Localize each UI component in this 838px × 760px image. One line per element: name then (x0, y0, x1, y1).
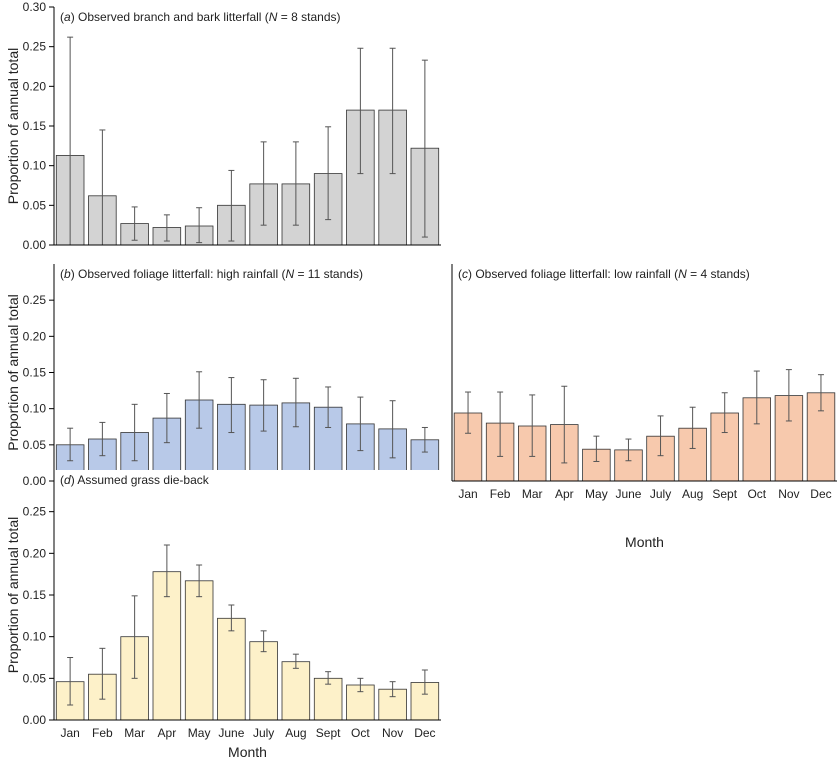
panel-letter: b (64, 267, 71, 281)
panel-letter: a (64, 10, 71, 24)
bar-d-aug (281, 661, 311, 721)
ytick-label-d: 0.15 (23, 588, 47, 602)
xtick-label-c: Feb (490, 487, 511, 501)
panel-title-c: (c) Observed foliage litterfall: low rai… (458, 267, 750, 281)
ytick-label-b: 0.25 (23, 293, 47, 307)
xtick-label-c: May (585, 487, 608, 501)
ytick-label-d: 0.25 (23, 505, 47, 519)
plot-area (54, 7, 441, 245)
y-axis-title-b: Proportion of annual total (5, 294, 21, 450)
xtick-label-c: June (615, 487, 641, 501)
bar-d-june (217, 617, 246, 721)
ytick-label-b: 0.10 (23, 402, 47, 416)
panel-a: 0.00 0.05 0.10 0.15 0.20 0.25 0.30 Proportion o… (5, 0, 441, 252)
panel-letter: c (462, 267, 468, 281)
ytick-label-d: 0.20 (23, 546, 47, 560)
panel-d: Jan Feb Mar Apr May June July Aug Sept Oct Nov Dec 0… (5, 470, 441, 760)
panel-label-paren-close: ) Observed foliage litterfall: high rain… (71, 267, 286, 281)
panel-label-paren-open: ( (60, 10, 64, 24)
ytick-label-a: 0.05 (23, 198, 47, 212)
xtick-label-d: Dec (414, 726, 435, 740)
panel-n-symbol: N (678, 267, 687, 281)
ytick-label-b: 0.15 (23, 366, 47, 380)
panel-title-tail: = 4 stands) (687, 267, 750, 281)
xtick-label-d: June (218, 726, 244, 740)
xtick-label-c: Mar (522, 487, 543, 501)
xtick-label-d: Mar (124, 726, 145, 740)
panel-label-paren-open: ( (60, 473, 64, 487)
xtick-label-d: July (253, 726, 274, 740)
ytick-label-b: 0.20 (23, 329, 47, 343)
ytick-label-a: 0.25 (23, 40, 47, 54)
xtick-label-d: May (188, 726, 211, 740)
xtick-label-d: Sept (316, 726, 341, 740)
xtick-label-d: Nov (382, 726, 403, 740)
plot-area (54, 264, 441, 481)
bar-d-oct (346, 684, 375, 721)
xtick-label-c: Apr (555, 487, 574, 501)
panel-title-tail: = 11 stands) (294, 267, 363, 281)
ytick-label-d: 0.05 (23, 671, 47, 685)
panel-label-paren-close: ) Observed foliage litterfall: low rainf… (468, 267, 678, 281)
panel-label-paren-close: ) Observed branch and bark litterfall ( (71, 10, 269, 24)
panel-c: Jan Feb Mar Apr May June July Aug Sept Oct Nov Dec M… (451, 264, 837, 550)
panel-label-paren-open: ( (458, 267, 462, 281)
ytick-label-a: 0.30 (23, 0, 47, 14)
ytick-label-d: 0.00 (23, 713, 47, 727)
xtick-label-d: Oct (351, 726, 370, 740)
ytick-label-a: 0.10 (23, 159, 47, 173)
panel-label-paren-close: ) Assumed grass die-back (71, 473, 210, 487)
ytick-label-a: 0.15 (23, 119, 47, 133)
bar-d-may (184, 580, 214, 721)
plot-area (54, 470, 441, 720)
plot-area (452, 264, 837, 481)
x-axis-title-d: Month (228, 744, 267, 760)
ytick-label-b: 0.05 (23, 438, 47, 452)
ytick-label-d: 0.10 (23, 630, 47, 644)
y-axis-title-d: Proportion of annual total (5, 517, 21, 673)
y-axis-title-a: Proportion of annual total (5, 48, 21, 204)
panel-n-symbol: N (269, 10, 278, 24)
panel-title-d: (d) Assumed grass die-back (60, 473, 210, 487)
bar-d-sept (313, 677, 343, 721)
panel-title-tail: = 8 stands) (277, 10, 340, 24)
xtick-label-c: Oct (747, 487, 766, 501)
xtick-label-c: July (650, 487, 671, 501)
panel-n-symbol: N (285, 267, 294, 281)
ytick-label-a: 0.20 (23, 79, 47, 93)
bar-d-july (249, 641, 278, 721)
xtick-label-d: Jan (60, 726, 79, 740)
xtick-label-c: Aug (682, 487, 703, 501)
xtick-label-c: Nov (778, 487, 799, 501)
xtick-label-d: Feb (92, 726, 113, 740)
panel-title-a: (a) Observed branch and bark litterfall … (60, 10, 341, 24)
x-axis-title-c: Month (625, 534, 664, 550)
xtick-label-c: Jan (458, 487, 477, 501)
ytick-label-a: 0.00 (23, 238, 47, 252)
panel-letter: d (64, 473, 71, 487)
xtick-label-d: Apr (158, 726, 177, 740)
xtick-label-c: Sept (712, 487, 737, 501)
panel-title-b: (b) Observed foliage litterfall: high ra… (60, 267, 363, 281)
xtick-label-c: Dec (810, 487, 831, 501)
panel-label-paren-open: ( (60, 267, 64, 281)
ytick-label-b: 0.00 (23, 474, 47, 488)
xtick-label-d: Aug (285, 726, 306, 740)
